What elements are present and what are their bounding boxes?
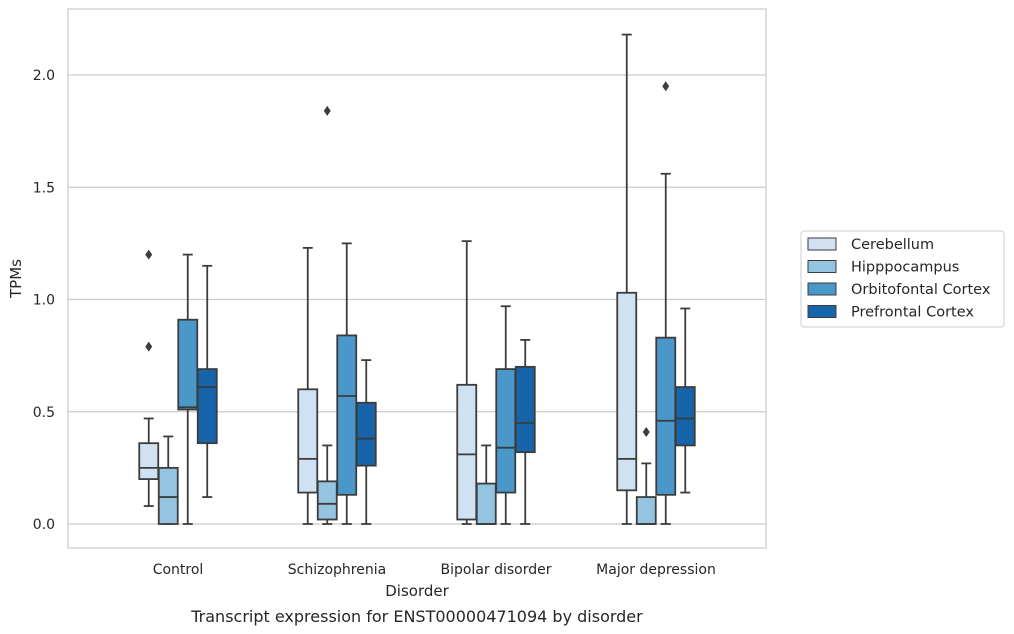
box <box>177 318 199 411</box>
box <box>674 386 696 447</box>
outlier-point <box>642 426 650 437</box>
box-series <box>138 33 696 525</box>
y-axis-title: TPMs <box>7 259 25 299</box>
x-axis-title: Disorder <box>385 582 449 600</box>
box <box>495 368 517 494</box>
box <box>316 480 338 521</box>
y-tick-label: 0.5 <box>33 405 55 421</box>
outlier-point <box>662 81 670 92</box>
x-tick-label: Schizophrenia <box>288 562 386 578</box>
legend: Cerebellum Hipppocampus Orbitofontal Corte… <box>800 230 1005 328</box>
y-tick-label: 1.0 <box>33 293 55 309</box>
box <box>456 383 478 521</box>
box <box>514 365 536 454</box>
series-hipppocampus <box>157 105 657 525</box>
legend-frame <box>800 230 1005 328</box>
y-axis-ticks: 0.0 0.5 1.0 1.5 2.0 <box>33 68 55 533</box>
chart-caption: Transcript expression for ENST0000047109… <box>190 607 643 626</box>
x-tick-label: Major depression <box>596 562 716 578</box>
x-tick-label: Bipolar disorder <box>440 562 551 578</box>
plot-area-frame <box>67 8 767 549</box>
x-tick-label: Control <box>153 562 204 578</box>
outlier-point <box>323 105 331 116</box>
series-cerebellum <box>138 33 638 525</box>
legend-swatch <box>807 305 837 318</box>
box <box>157 466 179 525</box>
legend-label: Prefrontal Cortex <box>851 305 974 321</box>
box <box>355 401 377 467</box>
box <box>297 388 319 494</box>
y-tick-label: 1.5 <box>33 180 55 196</box>
legend-label: Cerebellum <box>851 237 934 253</box>
box <box>635 496 657 525</box>
box <box>655 336 677 496</box>
box <box>475 482 497 525</box>
outlier-point <box>145 249 153 260</box>
box <box>336 334 358 496</box>
legend-swatch <box>807 237 837 251</box>
legend-swatch <box>807 260 837 273</box>
box <box>616 291 638 492</box>
legend-swatch <box>807 282 837 296</box>
y-tick-label: 2.0 <box>33 68 55 84</box>
series-orbitofontal-cortex <box>177 81 677 525</box>
x-axis-ticks: Control Schizophrenia Bipolar disorder Majo… <box>153 562 716 578</box>
legend-label: Hipppocampus <box>851 260 959 276</box>
outlier-point <box>145 341 153 352</box>
legend-label: Orbitofontal Cortex <box>851 282 991 298</box>
box <box>138 442 160 480</box>
y-tick-label: 0.0 <box>33 517 55 533</box>
series-prefrontal-cortex <box>196 264 696 525</box>
box <box>196 368 218 445</box>
